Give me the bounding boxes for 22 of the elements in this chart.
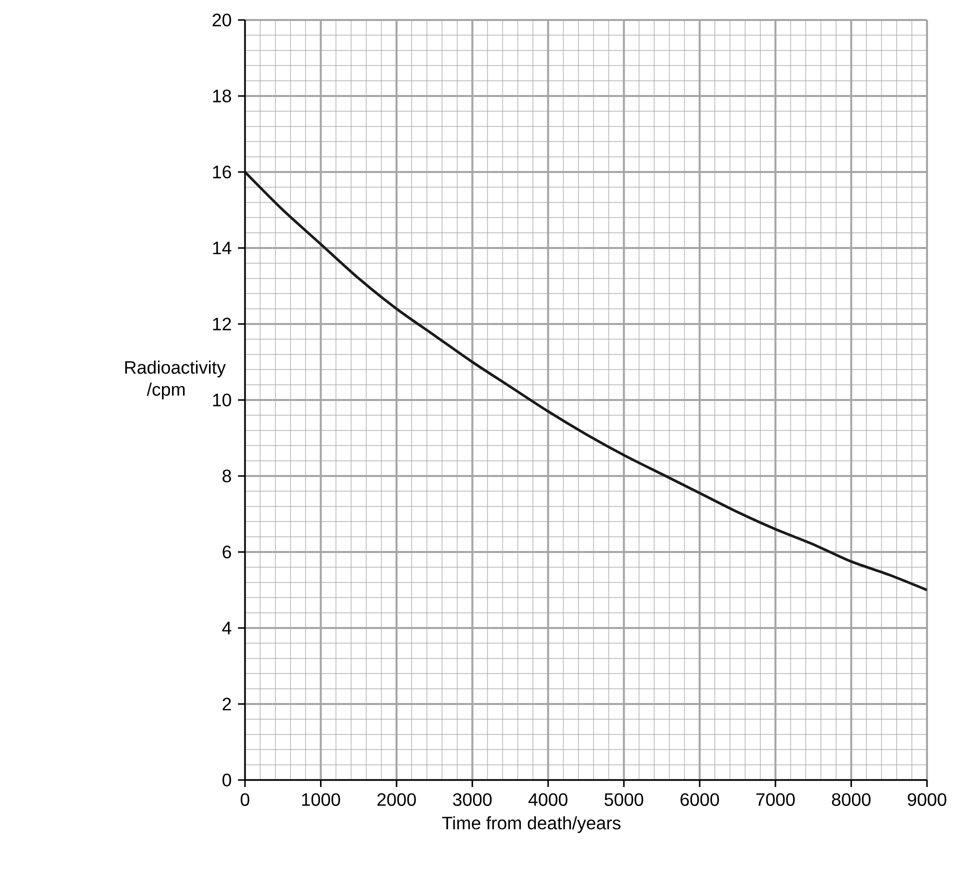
- x-axis-title: Time from death/years: [442, 816, 620, 833]
- y-tick-label: 0: [222, 774, 232, 786]
- y-tick-label: 8: [222, 470, 232, 482]
- x-tick-label: 2000: [377, 793, 416, 806]
- y-tick-label: 6: [222, 546, 232, 558]
- x-tick-label: 6000: [680, 793, 719, 806]
- x-tick-label: 8000: [832, 793, 871, 806]
- line-series: [245, 170, 927, 592]
- y-tick-label: 20: [212, 14, 232, 26]
- x-tick-label: 0: [240, 793, 250, 806]
- y-tick-label: 2: [222, 698, 231, 710]
- y-tick-label: 14: [213, 242, 232, 254]
- x-tick-label: 9000: [908, 793, 946, 806]
- y-tick-label: 16: [213, 166, 232, 178]
- x-tick-label: 3000: [453, 793, 492, 806]
- y-tick-label: 18: [213, 90, 232, 102]
- x-tick-label: 1000: [302, 793, 340, 806]
- x-tick-label: 7000: [756, 793, 795, 806]
- y-tick-label: 12: [213, 318, 231, 330]
- x-tick-label: 5000: [604, 793, 644, 806]
- y-tick-label: 4: [222, 622, 232, 634]
- x-tick-label: 4000: [528, 793, 568, 806]
